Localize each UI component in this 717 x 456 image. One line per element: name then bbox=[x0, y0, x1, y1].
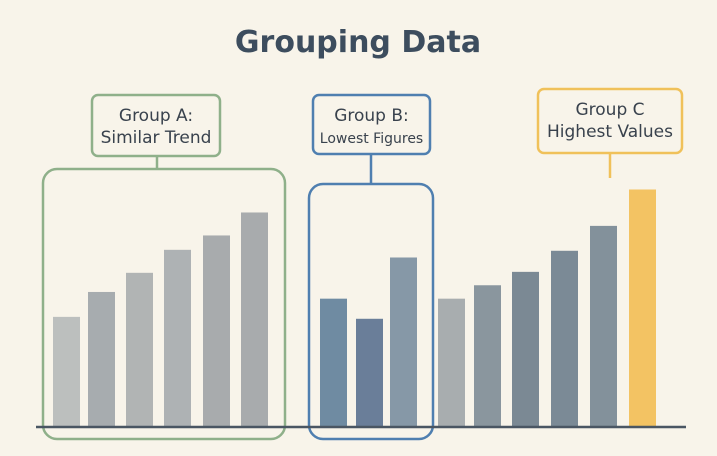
group-c-label-line-2: Highest Values bbox=[547, 122, 673, 142]
bar-11 bbox=[474, 285, 501, 427]
bar-15 bbox=[629, 189, 656, 427]
group-b-label-box bbox=[311, 93, 432, 156]
bars bbox=[53, 189, 656, 427]
group-a-label-line-1: Group A: bbox=[119, 106, 193, 126]
group-c-label-line-1: Group C bbox=[575, 100, 644, 120]
bar-13 bbox=[551, 250, 578, 427]
bar-14 bbox=[590, 225, 617, 427]
group-a-box bbox=[41, 167, 287, 441]
bar-2 bbox=[88, 291, 115, 427]
bar-6 bbox=[241, 212, 268, 427]
bar-10 bbox=[438, 298, 465, 427]
group-a-label-line-2: Similar Trend bbox=[101, 128, 212, 148]
bar-8 bbox=[356, 318, 383, 427]
group-b-label-line-2: Lowest Figures bbox=[320, 131, 423, 147]
group-c-label-box bbox=[536, 87, 684, 155]
bar-4 bbox=[164, 249, 191, 427]
bar-5 bbox=[203, 235, 230, 427]
bar-1 bbox=[53, 316, 80, 427]
group-labels: Group A:Similar Trend Group B: Lowest Figu… bbox=[90, 87, 684, 184]
chart-title: Grouping Data bbox=[235, 25, 481, 60]
bar-12 bbox=[512, 271, 539, 427]
bar-7 bbox=[320, 298, 347, 427]
bar-3 bbox=[126, 272, 153, 427]
group-a-label-box bbox=[90, 93, 222, 158]
group-b-label-line-1: Group B: bbox=[334, 106, 409, 126]
bar-9 bbox=[390, 257, 417, 427]
